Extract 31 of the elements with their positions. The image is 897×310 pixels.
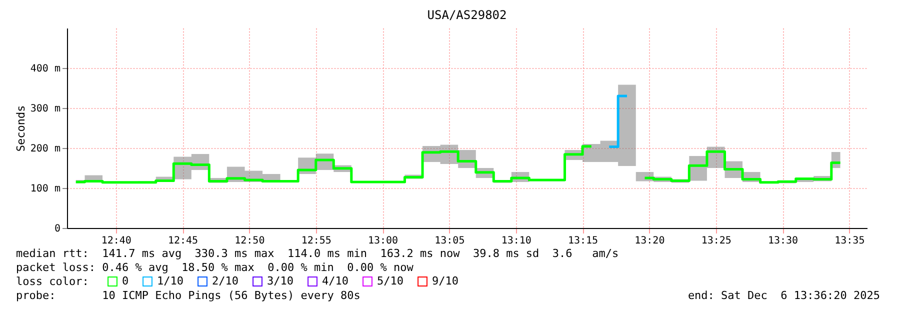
x-tick-label: 12:50 (234, 236, 265, 246)
legend-label: 9/10 (432, 274, 458, 288)
text: packet loss: 0.46 % avg 18.50 % max 0.00 % min 0.00 % now (16, 261, 414, 274)
x-tick-label: 13:35 (834, 236, 865, 246)
x-tick-label: 12:40 (101, 236, 132, 246)
x-tick-label: 13:30 (768, 236, 798, 246)
legend-label: 5/10 (377, 274, 404, 288)
x-tick-label: 13:25 (701, 236, 732, 246)
text: end: Sat Dec 6 13:36:20 2025 (688, 289, 880, 302)
legend-label: 3/10 (267, 274, 294, 288)
text: median rtt: 141.7 ms avg 330.3 ms max 114.0 ms min 163.2 ms now 39.8 ms sd 3.6 am/s (16, 247, 619, 260)
x-tick-label: 12:55 (301, 236, 332, 246)
y-tick-label: 0 (54, 224, 60, 234)
y-tick-label: 400 m (30, 64, 60, 74)
x-tick-label: 12:45 (168, 236, 198, 246)
x-tick-label: 13:05 (434, 236, 465, 246)
x-tick-label: 13:00 (368, 236, 398, 246)
y-tick-label: 100 m (30, 184, 60, 194)
legend-label: 1/10 (157, 274, 184, 288)
y-tick-label: 300 m (30, 104, 60, 114)
x-tick-label: 13:10 (501, 236, 532, 246)
y-tick-label: 200 m (30, 144, 60, 154)
legend-label: 4/10 (322, 274, 348, 288)
x-tick-label: 13:15 (568, 236, 598, 246)
text: probe: 10 ICMP Echo Pings (56 Bytes) every 80s (16, 289, 360, 302)
legend-title: loss color: (16, 275, 89, 288)
chart-title: USA/AS29802 (427, 8, 507, 22)
legend-label: 2/10 (212, 274, 238, 288)
x-tick-label: 13:20 (634, 236, 665, 246)
y-axis-title: Seconds (14, 105, 28, 152)
legend-label: 0 (122, 274, 129, 288)
